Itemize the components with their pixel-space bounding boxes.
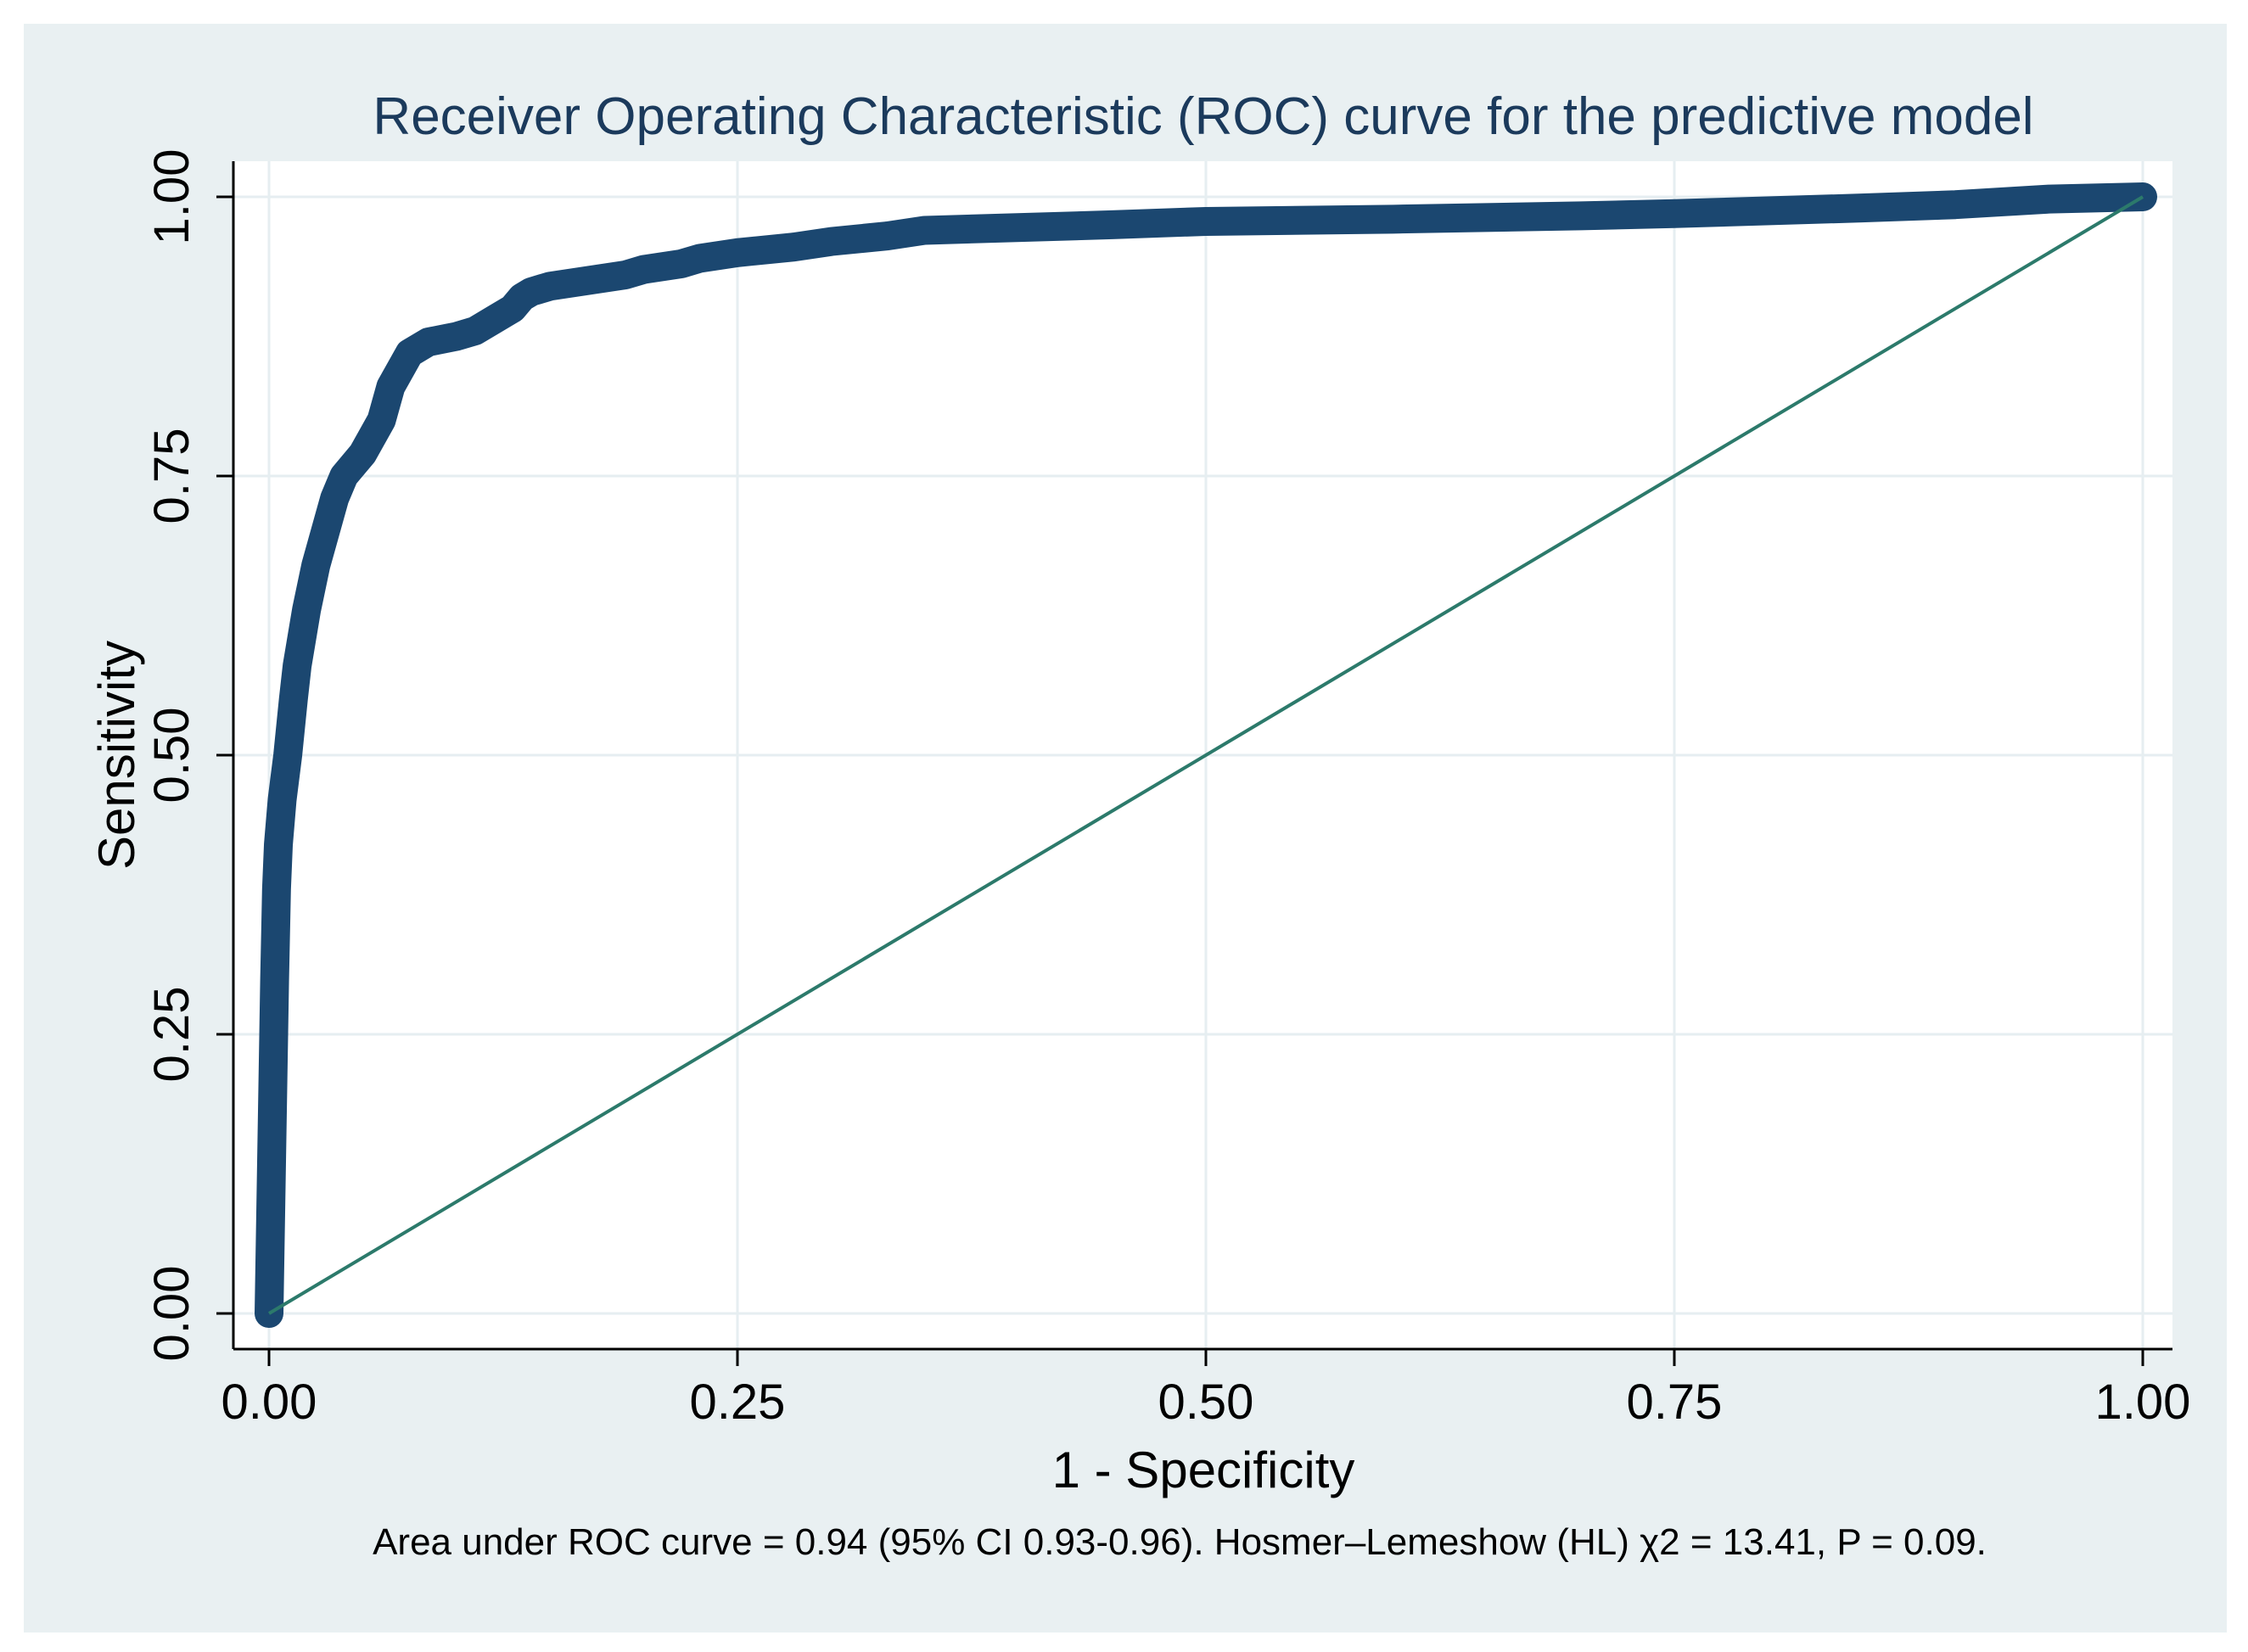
y-axis-title: Sensitivity [88, 641, 145, 870]
y-tick-label: 0.75 [144, 428, 199, 524]
labels: Receiver Operating Characteristic (ROC) … [88, 87, 2034, 1563]
x-tick-label: 0.75 [1627, 1375, 1723, 1430]
chart-title: Receiver Operating Characteristic (ROC) … [373, 87, 2033, 146]
series-layer [255, 182, 2157, 1328]
x-tick-label: 1.00 [2095, 1375, 2191, 1430]
chart-note: Area under ROC curve = 0.94 (95% CI 0.93… [373, 1521, 1987, 1563]
y-tick-label: 0.00 [144, 1266, 199, 1362]
x-axis-title: 1 - Specificity [1052, 1442, 1355, 1498]
x-tick-label: 0.50 [1158, 1375, 1254, 1430]
x-tick-label: 0.00 [221, 1375, 317, 1430]
axes: 0.00 0.25 0.50 0.75 1.00 0.00 0.25 0.50 0.75 1.00 [144, 149, 2190, 1430]
y-tick-label: 0.50 [144, 708, 199, 804]
roc-curve [255, 182, 2157, 1328]
x-tick-label: 0.25 [690, 1375, 786, 1430]
reference-diagonal-line [267, 195, 2144, 1315]
y-tick-label: 0.25 [144, 987, 199, 1083]
y-tick-label: 1.00 [144, 149, 199, 245]
